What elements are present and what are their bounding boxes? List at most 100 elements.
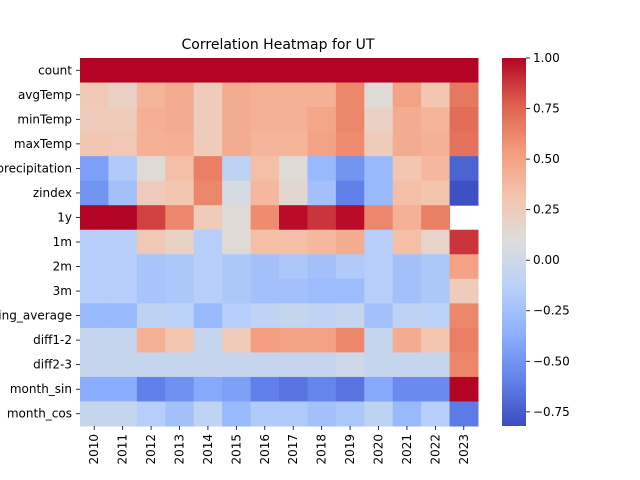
heatmap-cell [279,376,308,402]
heatmap-cell [222,229,252,255]
heatmap-cell [335,278,365,304]
y-tick-label: maxTemp [14,137,72,151]
heatmap-cell [193,180,223,206]
heatmap-cell [421,376,451,402]
colorbar-tick-label: −0.25 [533,304,570,318]
heatmap-cell [335,376,365,402]
colorbar-tick-label: −0.50 [533,354,570,368]
y-tick-label: 2m [53,260,72,274]
heatmap-cell [193,254,223,280]
heatmap-cell [307,401,337,427]
heatmap-cell [279,180,308,206]
heatmap-cell [108,401,138,427]
heatmap-cell [222,254,252,280]
heatmap-cell [80,229,109,255]
heatmap-cell [335,131,365,157]
heatmap-cell [392,180,422,206]
heatmap-cell [421,401,451,427]
heatmap-cell [222,401,252,427]
heatmap-cell [421,278,451,304]
heatmap-cell [108,278,138,304]
heatmap-cell [165,278,195,304]
heatmap-cell [193,131,223,157]
heatmap-cell [364,401,394,427]
heatmap-cell [364,131,394,157]
heatmap-cell [222,205,252,231]
heatmap-cell [222,156,252,182]
heatmap-cell [80,254,109,280]
y-tick-label: count [38,63,72,77]
heatmap-cell [222,278,252,304]
heatmap-cell [193,376,223,402]
heatmap-cell [80,82,109,108]
heatmap-cell [307,156,337,182]
heatmap-cell [364,180,394,206]
heatmap-cell [279,58,308,84]
y-tick-label: minTemp [17,112,72,126]
heatmap-cell [80,278,109,304]
heatmap-cell [279,156,308,182]
heatmap-cell [136,82,166,108]
heatmap-cell [108,107,138,133]
heatmap-cell [136,254,166,280]
heatmap-cell [279,401,308,427]
heatmap-cell [364,352,394,378]
colorbar: 1.00 0.75 0.50 0.25 0.00 −0.25 −0.50 −0.75 [502,51,570,426]
heatmap-cell [421,254,451,280]
heatmap-cell [250,156,280,182]
heatmap-cell [193,82,223,108]
y-tick-label: avgTemp [18,88,72,102]
y-tick-label: month_cos [7,407,72,421]
heatmap-cell [80,180,109,206]
heatmap-cell [335,107,365,133]
heatmap-cell [250,82,280,108]
x-tick-label: 2019 [343,434,357,465]
heatmap-cell [392,327,422,353]
heatmap-cell [307,376,337,402]
heatmap-cell [364,58,394,84]
heatmap-cell [364,107,394,133]
heatmap-cell [335,229,365,255]
heatmap-cell [80,205,109,231]
heatmap-cell [279,303,308,329]
y-axis: count avgTemp minTemp maxTemp precipitation z… [0,63,80,421]
colorbar-tick-label: 0.00 [533,253,560,267]
heatmap-cell [335,205,365,231]
heatmap-cell [364,229,394,255]
heatmap-cell [307,254,337,280]
heatmap-cell [307,107,337,133]
heatmap-cell [250,229,280,255]
y-tick-label: 1y [57,210,72,224]
heatmap-cell [80,401,109,427]
heatmap-cell [108,327,138,353]
heatmap-cell [335,82,365,108]
heatmap-cell [364,205,394,231]
heatmap-cell [335,401,365,427]
heatmap-cell [449,303,479,329]
heatmap-cell [421,352,451,378]
x-axis: 2010 2011 2012 2013 2014 2015 2016 2017 2018 2019… [87,426,471,465]
heatmap-cell [136,131,166,157]
heatmap-cell [136,303,166,329]
heatmap-cell [250,131,280,157]
heatmap-cell [307,58,337,84]
heatmap-cell [165,82,195,108]
heatmap-cell [279,327,308,353]
heatmap-cell [165,58,195,84]
y-tick-label: zindex [33,186,72,200]
heatmap-cell [421,303,451,329]
heatmap-cell [165,352,195,378]
heatmap-cell [307,352,337,378]
heatmap-cell [108,82,138,108]
x-tick-label: 2011 [116,434,130,465]
heatmap-cell [193,156,223,182]
heatmap-cell [222,107,252,133]
y-tick-label: diff1-2 [33,333,72,347]
heatmap-cell [392,156,422,182]
x-tick-label: 2014 [201,434,215,465]
heatmap-cell [335,156,365,182]
heatmap-cell [80,376,109,402]
heatmap-cell [165,205,195,231]
colorbar-tick-label: 0.25 [533,203,560,217]
